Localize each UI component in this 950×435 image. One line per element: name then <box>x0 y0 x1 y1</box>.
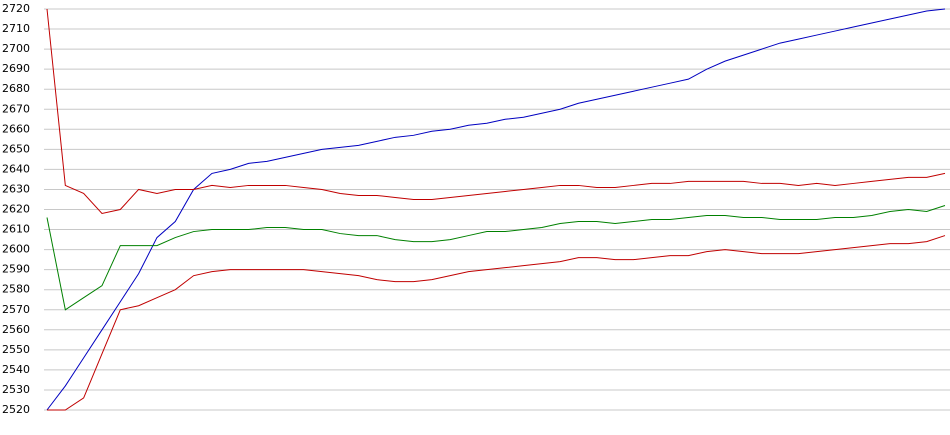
series-line <box>46 8 946 411</box>
y-tick-label: 2700 <box>2 42 30 55</box>
y-tick-label: 2540 <box>2 363 30 376</box>
y-tick-label: 2690 <box>2 62 30 75</box>
y-tick-label: 2720 <box>2 2 30 15</box>
y-tick-label: 2630 <box>2 182 30 195</box>
y-tick-label: 2520 <box>2 403 30 416</box>
y-tick-label: 2600 <box>2 243 30 256</box>
y-tick-label: 2560 <box>2 323 30 336</box>
series-line <box>46 205 946 311</box>
y-tick-label: 2680 <box>2 82 30 95</box>
y-tick-label: 2670 <box>2 102 30 115</box>
series-line <box>46 8 946 215</box>
y-tick-label: 2610 <box>2 223 30 236</box>
y-tick-label: 2660 <box>2 122 30 135</box>
y-tick-label: 2530 <box>2 383 30 396</box>
y-tick-label: 2640 <box>2 162 30 175</box>
y-tick-label: 2710 <box>2 22 30 35</box>
series-line <box>47 235 946 411</box>
y-tick-label: 2550 <box>2 343 30 356</box>
y-tick-label: 2620 <box>2 203 30 216</box>
y-tick-label: 2650 <box>2 142 30 155</box>
y-tick-label: 2580 <box>2 283 30 296</box>
y-tick-label: 2590 <box>2 263 30 276</box>
y-tick-label: 2570 <box>2 303 30 316</box>
